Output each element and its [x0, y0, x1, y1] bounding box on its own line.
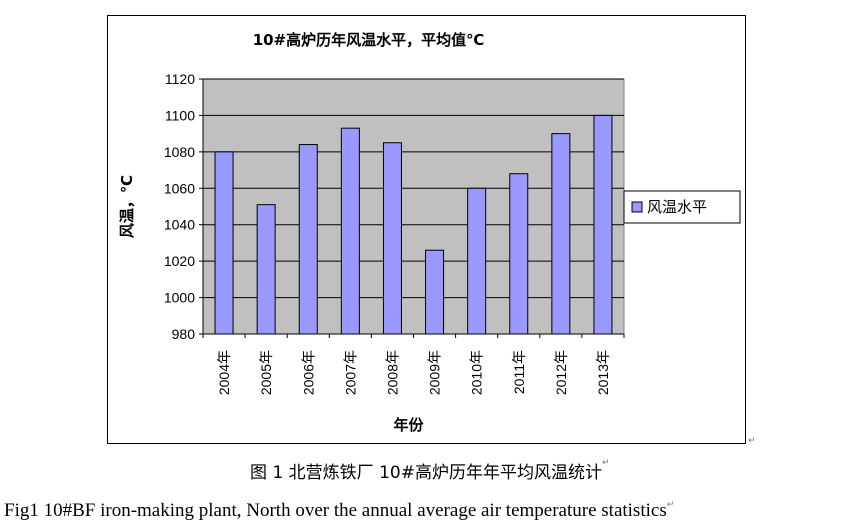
- y-tick-label: 1060: [164, 180, 195, 196]
- x-axis-label: 年份: [393, 416, 424, 434]
- y-tick-label: 1000: [164, 290, 195, 306]
- y-tick-label: 1120: [165, 71, 195, 87]
- paragraph-mark-icon: ↵: [748, 436, 756, 446]
- bar: [509, 173, 529, 335]
- figure-caption-chinese: 图 1 北营炼铁厂 10#高炉历年年平均风温统计 ↵: [0, 458, 852, 483]
- legend-label: 风温水平: [647, 198, 707, 216]
- x-tick-label: 2007年: [342, 350, 358, 395]
- x-tick-label: 2010年: [469, 350, 485, 395]
- y-tick-label: 1080: [164, 144, 195, 160]
- x-tick-label: 2013年: [595, 350, 611, 395]
- bar: [593, 114, 613, 335]
- x-tick-label: 2004年: [216, 350, 232, 395]
- y-tick-label: 980: [172, 326, 196, 342]
- y-tick-label: 1100: [165, 107, 195, 123]
- chart-title: 10#高炉历年风温水平，平均值℃: [253, 31, 485, 49]
- bar: [382, 142, 402, 335]
- bar: [214, 151, 234, 335]
- y-tick-label: 1040: [164, 217, 195, 233]
- x-tick-label: 2012年: [553, 350, 569, 395]
- bar: [551, 133, 571, 335]
- bar: [298, 144, 318, 335]
- caption-english-text: Fig1 10#BF iron-making plant, North over…: [4, 500, 667, 521]
- x-tick-label: 2005年: [258, 350, 274, 395]
- bar: [256, 204, 276, 335]
- caption-chinese-text: 图 1 北营炼铁厂 10#高炉历年年平均风温统计: [250, 463, 602, 483]
- bar: [340, 127, 360, 335]
- x-tick-label: 2008年: [384, 350, 400, 395]
- bar-chart: 980 1000 1020 1040 1060 1080 1100 1120 2004年 2005…: [118, 31, 741, 434]
- x-tick-label: 2011年: [511, 350, 527, 394]
- chart-frame: 980 1000 1020 1040 1060 1080 1100 1120 2004年 2005…: [107, 15, 746, 444]
- y-axis-label: 风温，℃: [118, 175, 136, 238]
- bar: [425, 249, 445, 335]
- x-tick-label: 2009年: [427, 350, 443, 395]
- x-tick-label: 2006年: [300, 350, 316, 395]
- figure-caption-english: Fig1 10#BF iron-making plant, North over…: [4, 500, 674, 522]
- legend: [623, 190, 741, 224]
- legend-swatch: [631, 201, 643, 213]
- paragraph-mark-icon: ↵: [666, 500, 675, 510]
- y-tick-label: 1020: [164, 253, 195, 269]
- bar: [467, 187, 487, 335]
- paragraph-mark-icon: ↵: [601, 458, 610, 468]
